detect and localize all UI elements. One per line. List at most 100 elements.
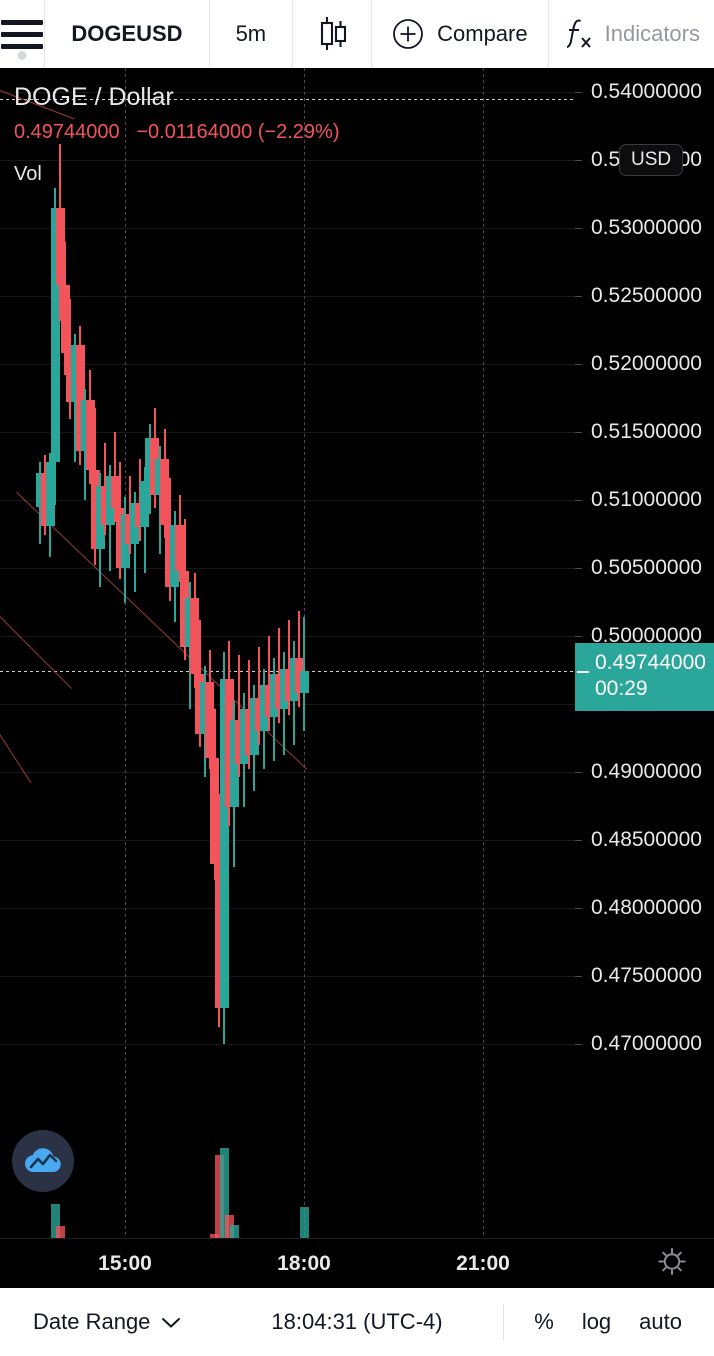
horizontal-gridline: [0, 907, 575, 909]
price-axis-tick: [575, 635, 582, 637]
horizontal-gridline: [0, 92, 575, 94]
current-price-value: 0.49744000: [595, 650, 706, 674]
candle-body: [244, 709, 254, 756]
price-axis-label: 0.47000000: [591, 1031, 702, 1055]
horizontal-gridline: [0, 568, 575, 569]
candle-body: [45, 462, 55, 526]
legend-volume-label: Vol: [14, 163, 42, 185]
bottom-bar: Date Range 18:04:31 (UTC-4) % log auto: [0, 1288, 714, 1356]
legend-title: DOGE / Dollar: [14, 83, 174, 111]
candle-body: [110, 475, 120, 509]
horizontal-gridline: [0, 975, 575, 977]
price-axis-tick: [575, 839, 582, 841]
horizontal-gridline: [0, 635, 575, 637]
price-axis-tick: [575, 771, 582, 773]
candle-body: [105, 475, 115, 525]
volume-bar: [219, 1148, 229, 1238]
candle-body: [155, 459, 165, 495]
chart-legend: DOGE / Dollar 0.49744000 −0.01164000 (−2…: [14, 81, 339, 189]
indicators-label: Indicators: [604, 21, 700, 46]
scale-controls: % log auto: [503, 1304, 696, 1340]
horizontal-gridline: [0, 771, 575, 773]
candle-wick: [138, 459, 141, 541]
candle-wick: [158, 445, 161, 555]
candle-wick: [258, 646, 261, 745]
chevron-down-icon: [162, 1317, 181, 1328]
cloud-chart-logo-icon: [25, 1148, 61, 1172]
candle-body: [135, 502, 145, 528]
horizontal-gridline: [0, 432, 575, 434]
vertical-gridline: [483, 68, 484, 1238]
candle-body: [165, 524, 175, 588]
time-axis[interactable]: 15:00 18:00 21:00: [0, 1238, 714, 1288]
candle-body: [140, 481, 150, 528]
chart-type-button[interactable]: [293, 0, 373, 68]
horizontal-gridline: [0, 160, 575, 162]
date-range-button[interactable]: Date Range: [33, 1309, 181, 1335]
plus-circle-icon: [393, 19, 424, 49]
candle-body: [60, 285, 70, 354]
price-axis-tick: [575, 568, 582, 569]
log-scale-button[interactable]: log: [581, 1309, 612, 1334]
current-price-marker: [577, 670, 589, 673]
legend-quote: 0.49744000 −0.01164000 (−2.29%): [14, 117, 339, 147]
currency-badge[interactable]: USD: [619, 144, 684, 176]
horizontal-gridline: [0, 500, 575, 502]
candle-body: [70, 345, 80, 403]
menu-indicator-dot: [17, 51, 27, 60]
candle-body: [90, 470, 100, 549]
candle-body: [239, 709, 249, 764]
candle-wick: [238, 654, 241, 778]
trend-line[interactable]: [0, 615, 72, 689]
legend-change-pct: (−2.29%): [257, 121, 340, 143]
horizontal-gridline: [0, 1043, 575, 1045]
legend-change-abs: −0.01164000: [136, 121, 253, 143]
candle-body: [264, 684, 274, 718]
volume-bar: [50, 1204, 60, 1238]
candle-body: [249, 698, 259, 756]
candlestick-icon: [321, 17, 347, 50]
price-axis-label: 0.53000000: [591, 216, 702, 240]
price-axis-label: 0.48500000: [591, 827, 702, 851]
candle-body: [279, 668, 289, 710]
candle-body: [219, 679, 229, 1009]
resistance-line: [0, 99, 575, 101]
price-axis-tick: [575, 92, 582, 94]
time-axis-label: 15:00: [98, 1251, 152, 1275]
price-axis-label: 0.52000000: [591, 352, 702, 376]
volume-bar: [210, 1233, 219, 1238]
chart-settings-button[interactable]: [656, 1245, 688, 1282]
volume-bar: [224, 1214, 234, 1238]
symbol-button[interactable]: DOGEUSD: [45, 0, 210, 68]
volume-bar: [214, 1155, 224, 1238]
price-axis[interactable]: USD 0.540000000.535000000.530000000.5250…: [575, 68, 714, 1238]
candle-body: [100, 486, 110, 525]
price-axis-tick: [575, 364, 582, 366]
price-axis-label: 0.47500000: [591, 963, 702, 987]
price-pane[interactable]: [0, 68, 575, 1238]
trend-line[interactable]: [0, 733, 32, 784]
compare-button[interactable]: Compare: [372, 0, 549, 68]
price-axis-tick: [575, 228, 582, 230]
price-axis-tick: [575, 975, 582, 977]
date-range-label: Date Range: [33, 1309, 151, 1334]
chart-area[interactable]: DOGE / Dollar 0.49744000 −0.01164000 (−2…: [0, 68, 714, 1288]
bar-countdown: 00:29: [595, 676, 648, 700]
candle-body: [269, 673, 279, 718]
auto-scale-button[interactable]: auto: [639, 1309, 682, 1334]
candle-body: [294, 657, 304, 693]
current-price-badge[interactable]: 0.49744000 00:29: [575, 642, 714, 711]
indicators-button[interactable]: Indicators: [549, 0, 714, 68]
candle-body: [229, 720, 239, 808]
menu-button[interactable]: [0, 0, 46, 68]
price-axis-label: 0.51500000: [591, 420, 702, 444]
candle-body: [234, 720, 244, 764]
percent-scale-button[interactable]: %: [534, 1309, 554, 1334]
volume-bar: [55, 1226, 65, 1238]
horizontal-gridline: [0, 228, 575, 230]
clock-display[interactable]: 18:04:31 (UTC-4): [271, 1309, 443, 1334]
price-axis-tick: [575, 160, 582, 162]
candle-body: [125, 513, 135, 544]
fx-icon: [566, 19, 591, 48]
timeframe-button[interactable]: 5m: [210, 0, 294, 68]
